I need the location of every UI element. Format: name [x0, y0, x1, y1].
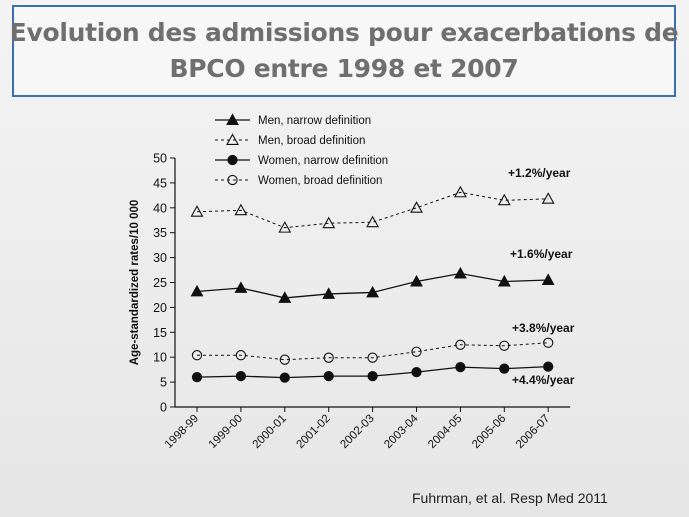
data-point: [191, 350, 203, 361]
y-axis-title: Age-standardized rates/10 000: [129, 200, 141, 366]
data-point: [497, 193, 511, 206]
legend-label: Women, narrow definition: [258, 155, 388, 167]
data-point: [410, 274, 423, 287]
data-point: [190, 284, 204, 297]
y-tick-label: 20: [153, 301, 167, 315]
data-point: [367, 370, 378, 382]
data-point: [499, 363, 510, 374]
y-tick-label: 45: [153, 176, 167, 190]
data-point: [322, 287, 336, 299]
data-point: [367, 352, 378, 363]
data-point: [323, 352, 334, 363]
growth-annotation: +1.2%/year: [508, 166, 571, 180]
data-point: [366, 215, 380, 228]
data-point: [278, 221, 292, 233]
data-point: [190, 205, 204, 217]
y-tick-label: 40: [153, 201, 167, 215]
legend-label: Women, broad definition: [258, 175, 382, 187]
data-point: [410, 201, 423, 213]
data-point: [453, 185, 467, 198]
y-tick-label: 10: [153, 351, 167, 365]
data-point: [543, 361, 554, 372]
y-tick-label: 25: [153, 276, 167, 290]
legend-marker: [227, 154, 238, 166]
data-point: [235, 350, 247, 361]
x-tick-label: 1998-99: [163, 413, 201, 451]
legend-marker: [226, 113, 239, 125]
title-box: Evolution des admissions pour exacerbati…: [9, 5, 679, 97]
data-point: [541, 273, 555, 285]
y-tick-label: 5: [160, 376, 167, 390]
data-point: [234, 281, 248, 293]
y-tick-label: 15: [153, 326, 167, 340]
slide-title-line-2: BPCO entre 1998 et 2007: [169, 54, 519, 83]
x-tick-label: 1999-00: [207, 413, 245, 451]
data-point: [366, 285, 380, 298]
legend-marker: [227, 174, 238, 186]
data-point: [411, 346, 422, 357]
data-point: [543, 337, 554, 348]
data-point: [279, 354, 290, 365]
data-point: [455, 339, 466, 350]
x-tick-label: 2002-03: [338, 413, 376, 451]
legend-marker: [226, 133, 239, 145]
growth-annotation: +4.4%/year: [512, 373, 575, 387]
x-tick-label: 2001-02: [294, 413, 332, 451]
data-point: [234, 203, 248, 216]
x-tick-label: 2003-04: [382, 412, 421, 451]
series-line: [197, 342, 549, 361]
data-point: [541, 192, 555, 204]
x-tick-label: 2000-01: [251, 413, 289, 451]
data-point: [323, 370, 334, 382]
y-tick-label: 0: [160, 401, 167, 415]
y-tick-label: 30: [153, 251, 167, 265]
growth-annotation: +1.6%/year: [510, 247, 573, 261]
data-point: [453, 266, 467, 279]
legend-label: Men, narrow definition: [258, 115, 371, 127]
data-point: [279, 372, 290, 383]
series-line: [196, 191, 549, 229]
data-point: [235, 370, 247, 382]
citation: Fuhrman, et al. Resp Med 2011: [412, 490, 608, 506]
legend-label: Men, broad definition: [258, 135, 365, 147]
data-point: [499, 340, 510, 351]
x-tick-label: 2005-06: [470, 413, 508, 451]
data-point: [322, 216, 336, 229]
data-point: [278, 291, 292, 303]
x-tick-label: 2004-05: [426, 413, 464, 451]
data-point: [411, 366, 422, 378]
x-tick-label: 2006-07: [514, 413, 552, 451]
data-point: [191, 371, 203, 383]
growth-annotation: +3.8%/year: [512, 321, 575, 335]
y-tick-label: 35: [153, 226, 167, 240]
y-tick-label: 50: [153, 152, 167, 166]
slide-title-line-1: Evolution des admissions pour exacerbati…: [9, 18, 679, 47]
data-point: [497, 274, 511, 287]
data-point: [455, 362, 466, 373]
